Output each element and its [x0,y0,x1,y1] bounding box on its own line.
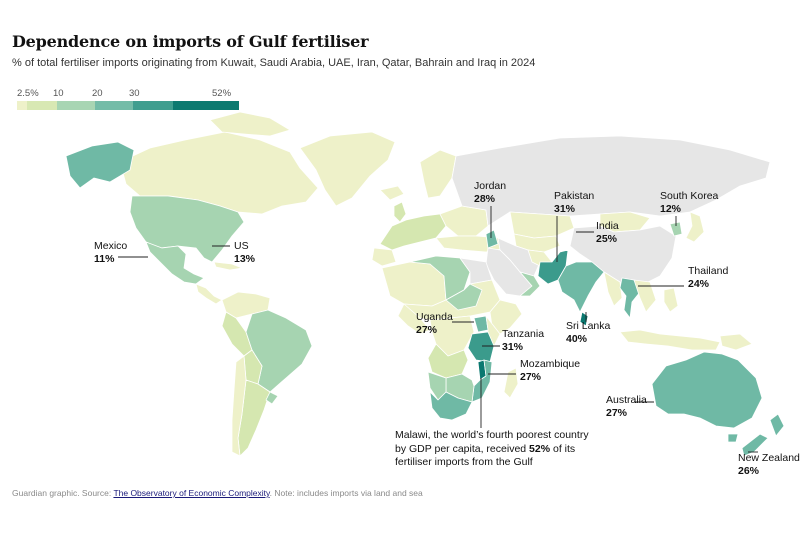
uruguay [265,391,279,405]
label-mexico-name: Mexico [94,240,128,252]
malawi-text-before: Malawi, the world’s fourth poorest count… [395,429,589,455]
uganda [473,315,489,333]
label-south-korea-name: South Korea [660,190,719,202]
label-india-value: 25% [596,233,618,245]
legend-swatch-6 [173,101,239,110]
legend-label-1: 2.5% [17,88,39,99]
label-new-zealand: New Zealand 26% [738,452,800,478]
scandinavia [419,149,457,199]
label-sri-lanka-value: 40% [566,333,588,345]
label-sri-lanka: Sri Lanka 40% [566,320,610,346]
label-tanzania-value: 31% [502,341,524,353]
label-tanzania-name: Tanzania [502,328,545,340]
label-uganda-value: 27% [416,324,438,336]
united-states [129,195,245,263]
legend-label-5: 52% [212,88,232,99]
legend-swatch-1 [17,101,27,110]
legend-label-3: 20 [92,88,103,99]
iceland [379,185,405,201]
canada-islands [209,111,291,137]
bangladesh-myanmar [603,271,623,307]
chart-title: Dependence on imports of Gulf fertiliser [12,32,369,51]
label-india-name: India [596,220,619,232]
sudan [445,283,483,311]
greenland [299,131,396,207]
legend-swatch-2 [27,101,57,110]
label-uganda-name: Uganda [416,311,453,323]
tanzania [467,331,495,363]
label-mozambique: Mozambique 27% [520,358,580,384]
eastern-europe [439,205,489,237]
legend-label-4: 30 [129,88,140,99]
cuba [213,261,243,271]
legend-swatch-5 [133,101,173,110]
label-south-korea: South Korea 12% [660,190,718,216]
label-thailand: Thailand 24% [688,265,728,291]
new-zealand-north [769,413,785,437]
label-pakistan-name: Pakistan [554,190,595,202]
label-jordan-name: Jordan [474,180,507,192]
new-zealand-south [741,433,769,457]
label-pakistan-value: 31% [554,203,576,215]
label-australia-name: Australia [606,394,647,406]
south-korea [669,221,683,237]
label-thailand-name: Thailand [688,265,729,277]
oman-yemen [519,271,541,297]
malawi-value: 52% [529,442,551,455]
label-mexico-value: 11% [94,253,115,265]
label-thailand-value: 24% [688,278,710,290]
indochina [633,279,657,313]
philippines [663,287,679,313]
madagascar [503,367,519,399]
label-south-korea-value: 12% [660,203,682,215]
indonesia [619,329,721,351]
russia [451,135,771,227]
uk [393,201,407,223]
footer-prefix: Guardian graphic. Source: [12,488,114,498]
legend-swatch-4 [95,101,133,110]
alaska [65,141,135,189]
color-legend: 2.5% 10 20 30 52% [17,88,239,118]
label-sri-lanka-name: Sri Lanka [566,320,611,332]
source-link[interactable]: The Observatory of Economic Complexity [113,488,270,498]
chile [231,355,247,457]
papua [719,333,753,351]
label-jordan: Jordan 28% [474,180,506,206]
label-tanzania: Tanzania 31% [502,328,544,354]
west-africa [397,303,431,335]
legend-swatch-3 [57,101,95,110]
label-uganda: Uganda 27% [416,311,453,337]
label-new-zealand-name: New Zealand [738,452,800,464]
chart-subtitle: % of total fertiliser imports originatin… [12,57,536,69]
tasmania [727,433,739,443]
label-pakistan: Pakistan 31% [554,190,594,216]
label-australia-value: 27% [606,407,628,419]
india [557,261,605,313]
label-mexico: Mexico 11% [94,240,127,266]
label-malawi: Malawi, the world’s fourth poorest count… [395,429,595,470]
label-new-zealand-value: 26% [738,465,760,477]
spain-portugal [371,247,397,267]
label-mozambique-value: 27% [520,371,542,383]
south-africa [429,391,473,421]
western-europe [379,213,447,251]
malawi-text-after: of its fertiliser imports from the Gulf [395,442,576,469]
central-america [195,283,223,305]
label-jordan-value: 28% [474,193,496,205]
japan [685,211,705,243]
label-us-value: 13% [234,253,256,265]
footer-suffix: . Note: includes imports via land and se… [269,488,423,498]
legend-label-2: 10 [53,88,64,99]
label-us: US 13% [234,240,255,266]
footer-source: Guardian graphic. Source: The Observator… [12,488,423,498]
label-australia: Australia 27% [606,394,647,420]
label-us-name: US [234,240,249,252]
mexico [145,241,205,285]
label-mozambique-name: Mozambique [520,358,581,370]
china [569,225,677,287]
australia [651,351,763,429]
label-india: India 25% [596,220,619,246]
